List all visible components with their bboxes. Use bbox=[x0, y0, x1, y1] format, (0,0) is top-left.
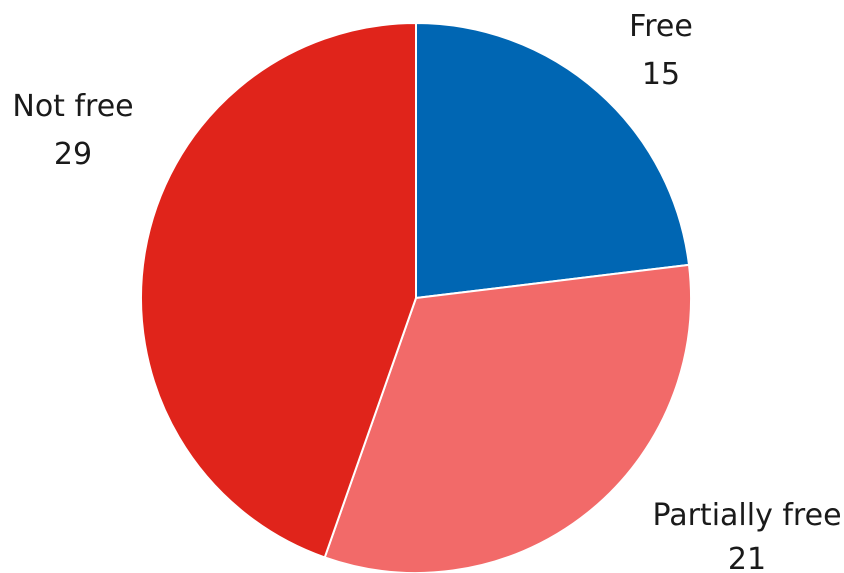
slice-label-not-free-name: Not free bbox=[12, 89, 133, 124]
pie-slice-free bbox=[415, 22, 690, 299]
pie-labels: Free 15 Partially free 21 Not free 29 bbox=[12, 9, 841, 573]
slice-label-partially-free-value: 21 bbox=[728, 542, 766, 573]
pie-slices bbox=[140, 22, 692, 573]
pie-slice-not-free bbox=[140, 22, 417, 559]
slice-label-partially-free-name: Partially free bbox=[652, 498, 841, 533]
slice-label-not-free-value: 29 bbox=[54, 137, 92, 172]
pie-slice-partially-free bbox=[323, 263, 692, 573]
slice-label-free-name: Free bbox=[629, 9, 693, 44]
slice-label-free-value: 15 bbox=[642, 57, 680, 92]
